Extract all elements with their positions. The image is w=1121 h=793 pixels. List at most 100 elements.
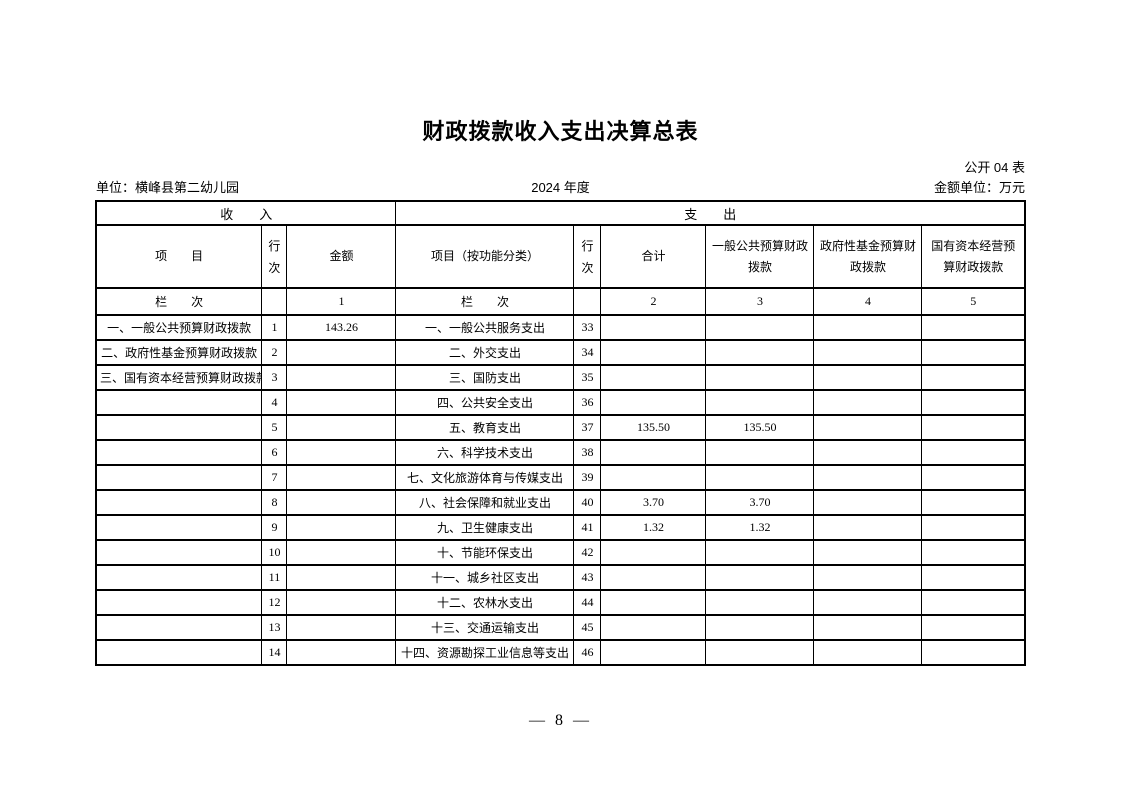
table-row: 14 十四、资源勘探工业信息等支出 46	[95, 639, 1026, 666]
expenditure-total-header: 合计	[600, 224, 707, 289]
income-amount-cell	[286, 564, 397, 591]
table-row: 二、政府性基金预算财政拨款 2 二、外交支出 34	[95, 339, 1026, 366]
expenditure-general-public-cell: 3.70	[705, 489, 815, 516]
expenditure-total-cell	[600, 364, 707, 391]
expenditure-section-header: 支 出	[395, 200, 1026, 226]
expenditure-item-cell: 十三、交通运输支出	[395, 614, 575, 641]
income-amount-cell	[286, 414, 397, 441]
income-line-cell: 6	[261, 439, 288, 466]
column-header-row: 项 目 行次 金额 项目（按功能分类） 行次 合计 一般公共预算财政拨款 政府性…	[95, 224, 1026, 289]
year-label: 2024 年度	[531, 180, 590, 195]
expenditure-state-capital-cell	[921, 389, 1026, 416]
income-line-cell: 3	[261, 364, 288, 391]
expenditure-general-public-cell	[705, 564, 815, 591]
income-amount-cell	[286, 364, 397, 391]
expenditure-line-cell: 33	[573, 314, 602, 341]
expenditure-item-cell: 十四、资源勘探工业信息等支出	[395, 639, 575, 666]
expenditure-gov-fund-cell	[813, 389, 923, 416]
expenditure-state-capital-cell	[921, 539, 1026, 566]
fiscal-appropriation-table: 收 入 支 出 项 目 行次 金额 项目（按功能分类） 行次 合计 一般公共预算…	[94, 200, 1027, 666]
expenditure-total-cell	[600, 539, 707, 566]
table-code: 公开 04 表	[964, 160, 1025, 175]
expenditure-state-capital-cell	[921, 639, 1026, 666]
income-item-cell	[95, 614, 263, 641]
income-amount-index: 1	[286, 287, 397, 316]
expenditure-gov-fund-cell	[813, 339, 923, 366]
expenditure-state-capital-cell	[921, 339, 1026, 366]
income-item-cell	[95, 639, 263, 666]
expenditure-line-cell: 43	[573, 564, 602, 591]
income-line-cell: 4	[261, 389, 288, 416]
expenditure-item-header: 项目（按功能分类）	[395, 224, 575, 289]
expenditure-item-cell: 二、外交支出	[395, 339, 575, 366]
expenditure-general-public-cell	[705, 339, 815, 366]
income-item-cell: 二、政府性基金预算财政拨款	[95, 339, 263, 366]
expenditure-general-public-cell	[705, 364, 815, 391]
expenditure-item-cell: 十、节能环保支出	[395, 539, 575, 566]
expenditure-total-cell	[600, 589, 707, 616]
income-section-header: 收 入	[95, 200, 397, 226]
expenditure-gov-fund-cell	[813, 439, 923, 466]
page-number: — 8 —	[529, 712, 592, 729]
income-amount-cell	[286, 539, 397, 566]
expenditure-state-capital-cell	[921, 439, 1026, 466]
expenditure-total-cell: 3.70	[600, 489, 707, 516]
expenditure-line-cell: 45	[573, 614, 602, 641]
expenditure-line-cell: 46	[573, 639, 602, 666]
expenditure-gov-fund-cell	[813, 639, 923, 666]
table-row: 7 七、文化旅游体育与传媒支出 39	[95, 464, 1026, 491]
income-line-cell: 14	[261, 639, 288, 666]
income-line-cell: 9	[261, 514, 288, 541]
expenditure-general-public-cell	[705, 464, 815, 491]
expenditure-line-cell: 41	[573, 514, 602, 541]
expenditure-item-cell: 五、教育支出	[395, 414, 575, 441]
income-amount-cell	[286, 639, 397, 666]
income-amount-header: 金额	[286, 224, 397, 289]
general-public-budget-header: 一般公共预算财政拨款	[705, 224, 815, 289]
expenditure-general-public-cell	[705, 389, 815, 416]
income-amount-cell: 143.26	[286, 314, 397, 341]
expenditure-gov-fund-cell	[813, 514, 923, 541]
income-item-cell	[95, 539, 263, 566]
income-item-cell	[95, 414, 263, 441]
expenditure-general-public-cell	[705, 439, 815, 466]
expenditure-general-public-cell: 135.50	[705, 414, 815, 441]
expenditure-general-public-cell: 1.32	[705, 514, 815, 541]
income-line-cell: 2	[261, 339, 288, 366]
income-line-cell: 11	[261, 564, 288, 591]
expenditure-total-index: 2	[600, 287, 707, 316]
income-amount-cell	[286, 589, 397, 616]
expenditure-general-public-cell	[705, 589, 815, 616]
expenditure-general-public-cell	[705, 614, 815, 641]
expenditure-item-cell: 十二、农林水支出	[395, 589, 575, 616]
income-line-cell: 8	[261, 489, 288, 516]
table-row: 8 八、社会保障和就业支出 40 3.70 3.70	[95, 489, 1026, 516]
gov-fund-budget-index: 4	[813, 287, 923, 316]
income-amount-cell	[286, 614, 397, 641]
expenditure-state-capital-cell	[921, 564, 1026, 591]
income-line-cell: 10	[261, 539, 288, 566]
expenditure-line-cell: 35	[573, 364, 602, 391]
income-line-header-text: 行次	[268, 238, 281, 275]
expenditure-total-cell	[600, 314, 707, 341]
expenditure-state-capital-cell	[921, 589, 1026, 616]
income-amount-cell	[286, 489, 397, 516]
income-line-header: 行次	[261, 224, 288, 289]
expenditure-gov-fund-cell	[813, 589, 923, 616]
expenditure-line-header: 行次	[573, 224, 602, 289]
gov-fund-budget-header: 政府性基金预算财政拨款	[813, 224, 923, 289]
income-line-cell: 1	[261, 314, 288, 341]
expenditure-item-cell: 十一、城乡社区支出	[395, 564, 575, 591]
table-row: 三、国有资本经营预算财政拨款 3 三、国防支出 35	[95, 364, 1026, 391]
expenditure-gov-fund-cell	[813, 414, 923, 441]
expenditure-item-cell: 一、一般公共服务支出	[395, 314, 575, 341]
expenditure-index-label: 栏 次	[395, 287, 575, 316]
expenditure-total-cell: 1.32	[600, 514, 707, 541]
expenditure-total-cell	[600, 639, 707, 666]
expenditure-gov-fund-cell	[813, 564, 923, 591]
income-item-cell	[95, 514, 263, 541]
expenditure-general-public-cell	[705, 639, 815, 666]
expenditure-gov-fund-cell	[813, 364, 923, 391]
income-line-cell: 13	[261, 614, 288, 641]
